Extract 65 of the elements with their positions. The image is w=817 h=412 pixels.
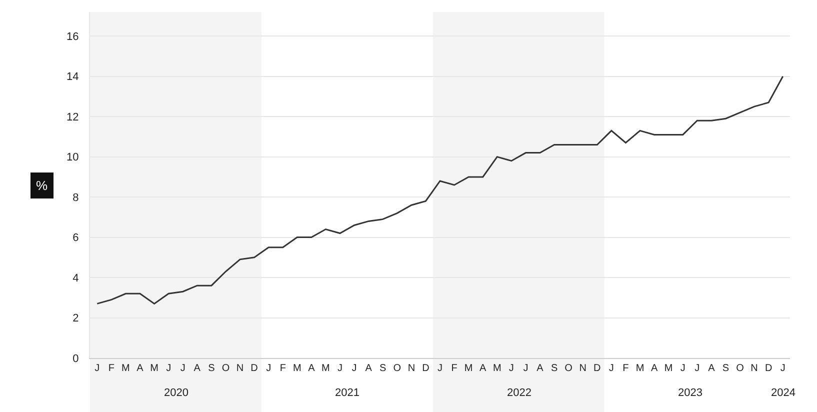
x-tick-label: J bbox=[680, 363, 686, 374]
x-tick-label: A bbox=[708, 363, 716, 374]
text: 2021 bbox=[335, 387, 360, 399]
x-tick-label: F bbox=[622, 363, 629, 374]
y-tick-label: 12 bbox=[66, 111, 79, 124]
x-tick-label: M bbox=[292, 363, 302, 374]
x-tick-label: J bbox=[166, 363, 172, 374]
x-tick-label: J bbox=[523, 363, 528, 374]
x-tick-label: F bbox=[451, 363, 458, 374]
x-tick-label: D bbox=[422, 363, 430, 374]
x-tick-label: A bbox=[308, 363, 316, 374]
x-tick-label: M bbox=[464, 363, 473, 374]
x-tick-label: O bbox=[222, 363, 230, 374]
x-tick-label: D bbox=[250, 363, 258, 374]
x-tick-label: D bbox=[764, 363, 772, 374]
x-tick-label: S bbox=[722, 363, 730, 374]
text: 2022 bbox=[507, 387, 532, 399]
x-tick-label: J bbox=[780, 363, 786, 374]
x-tick-label: M bbox=[122, 363, 130, 374]
y-tick-label: 0 bbox=[72, 352, 79, 365]
x-tick-label: S bbox=[550, 363, 558, 374]
x-tick-label: J bbox=[338, 363, 342, 374]
x-tick-label: J bbox=[608, 363, 614, 374]
y-tick-label: 8 bbox=[72, 192, 79, 204]
x-tick-label: M bbox=[492, 363, 502, 374]
x-tick-label: A bbox=[650, 363, 658, 374]
x-tick-label: S bbox=[208, 363, 216, 374]
y-tick-label: 6 bbox=[72, 232, 79, 244]
x-tick-label: N bbox=[236, 363, 244, 374]
x-tick-label: S bbox=[380, 363, 387, 374]
x-tick-label: O bbox=[393, 363, 402, 374]
text: 2023 bbox=[678, 387, 702, 399]
line-series bbox=[96, 76, 784, 304]
x-tick-label: O bbox=[564, 363, 573, 374]
x-tick-label: A bbox=[480, 363, 487, 374]
x-tick-label: J bbox=[508, 363, 514, 374]
x-tick-label: F bbox=[280, 363, 286, 374]
x-tick-label: O bbox=[736, 363, 744, 374]
x-tick-label: A bbox=[536, 363, 544, 374]
x-tick-label: J bbox=[180, 363, 186, 374]
x-tick-label: N bbox=[579, 363, 586, 374]
x-tick-label: M bbox=[322, 363, 330, 374]
y-tick-label: 16 bbox=[66, 30, 79, 43]
x-tick-label: M bbox=[664, 363, 673, 374]
y-axis-title: % bbox=[36, 178, 48, 193]
y-tick-label: 2 bbox=[72, 312, 79, 325]
x-tick-label: J bbox=[694, 363, 700, 374]
x-tick-label: N bbox=[408, 363, 416, 374]
y-tick-label: 4 bbox=[72, 272, 79, 284]
x-tick-label: J bbox=[438, 363, 442, 374]
text: 2020 bbox=[164, 387, 188, 399]
x-tick-label: A bbox=[136, 363, 144, 374]
x-tick-label: J bbox=[352, 363, 357, 374]
x-tick-label: D bbox=[594, 363, 601, 374]
x-tick-label: N bbox=[750, 363, 758, 374]
y-tick-label: 10 bbox=[66, 152, 79, 164]
x-tick-label: J bbox=[94, 363, 100, 374]
x-tick-label: J bbox=[266, 363, 272, 374]
x-tick-label: M bbox=[150, 363, 158, 374]
x-tick-label: M bbox=[636, 363, 644, 374]
x-tick-label: A bbox=[365, 363, 372, 374]
text: 2024 bbox=[771, 387, 796, 399]
x-tick-label: A bbox=[194, 363, 201, 374]
x-tick-label: F bbox=[108, 363, 114, 374]
y-tick-label: 14 bbox=[66, 71, 79, 84]
